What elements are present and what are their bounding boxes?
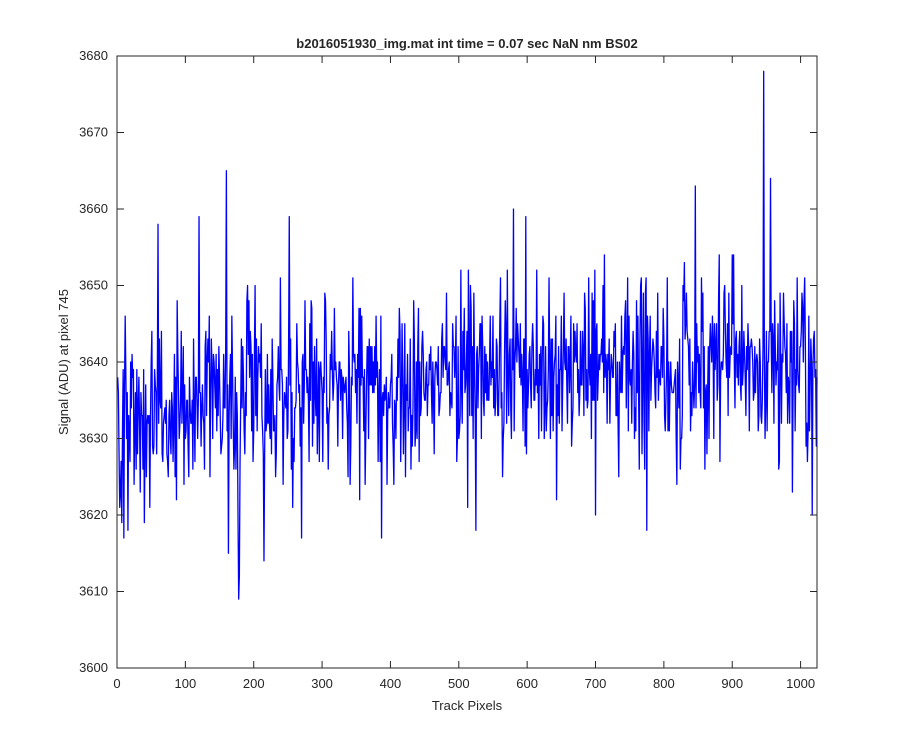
x-tick-label: 400 xyxy=(380,676,402,691)
x-tick-label: 900 xyxy=(721,676,743,691)
series-line xyxy=(117,70,818,600)
x-tick-label: 0 xyxy=(113,676,120,691)
x-tick-label: 800 xyxy=(653,676,675,691)
chart-title: b2016051930_img.mat int time = 0.07 sec … xyxy=(296,36,637,51)
y-tick-label: 3660 xyxy=(79,201,108,216)
y-tick-label: 3610 xyxy=(79,584,108,599)
x-tick-label: 500 xyxy=(448,676,470,691)
data-layer xyxy=(117,70,818,600)
x-tick-label: 600 xyxy=(516,676,538,691)
x-tick-label: 200 xyxy=(243,676,265,691)
y-tick-label: 3600 xyxy=(79,660,108,675)
y-tick-label: 3640 xyxy=(79,354,108,369)
y-tick-label: 3670 xyxy=(79,125,108,140)
y-tick-label: 3650 xyxy=(79,278,108,293)
x-tick-label: 1000 xyxy=(786,676,815,691)
y-tick-label: 3620 xyxy=(79,507,108,522)
x-tick-label: 300 xyxy=(311,676,333,691)
y-axis-ticks: 3600 3610 3620 3630 3640 3650 3660 3670 3680 xyxy=(79,48,817,675)
x-tick-label: 100 xyxy=(175,676,197,691)
y-axis-label: Signal (ADU) at pixel 745 xyxy=(56,289,71,435)
x-axis-ticks: 0 100 200 300 400 500 600 700 800 900 1000 xyxy=(113,56,815,691)
y-tick-label: 3630 xyxy=(79,431,108,446)
x-axis-label: Track Pixels xyxy=(432,698,503,713)
x-tick-label: 700 xyxy=(585,676,607,691)
y-tick-label: 3680 xyxy=(79,48,108,63)
